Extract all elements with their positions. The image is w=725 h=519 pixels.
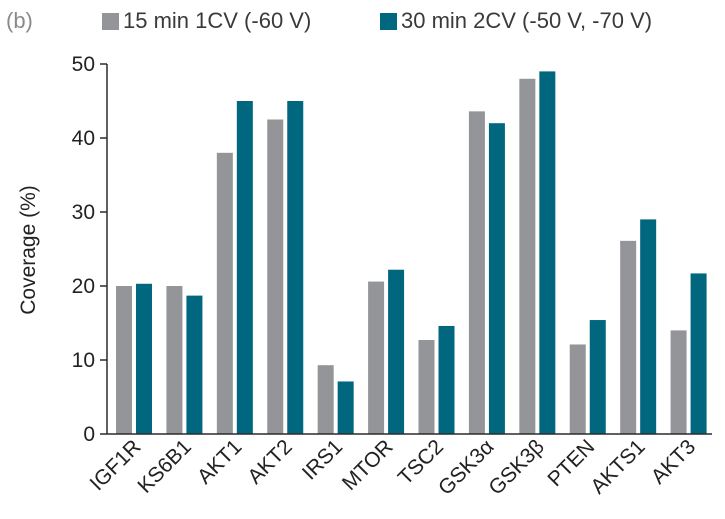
bar-1-3 <box>216 152 233 435</box>
bar-2-3 <box>236 101 253 434</box>
bar-2-11 <box>640 219 657 434</box>
legend-label-series-2: 30 min 2CV (-50 V, -70 V) <box>401 8 653 33</box>
bar-2-5 <box>337 381 354 434</box>
legend-item-series-2: 30 min 2CV (-50 V, -70 V) <box>380 8 652 34</box>
x-tick-label: AKT1 <box>193 435 246 488</box>
x-tick-label: MTOR <box>338 435 398 495</box>
bar-2-1 <box>136 283 152 434</box>
bar-2-12 <box>690 273 707 434</box>
y-tick-label: 0 <box>83 423 95 446</box>
y-tick-label: 30 <box>72 201 95 224</box>
y-axis: 0 10 20 30 40 50 <box>72 53 108 446</box>
bar-2-9 <box>539 71 556 435</box>
y-tick-label: 40 <box>72 127 95 150</box>
bar-1-2 <box>166 286 183 434</box>
x-tick-label: AKT3 <box>647 435 700 488</box>
bar-2-8 <box>488 123 505 434</box>
panel-label: (b) <box>6 8 33 33</box>
bar-1-6 <box>368 281 385 434</box>
bar-1-10 <box>569 344 586 434</box>
bar-1-7 <box>418 340 435 434</box>
bar-2-10 <box>589 320 606 434</box>
x-tick-label: AKT2 <box>243 435 296 488</box>
bar-1-12 <box>670 330 687 434</box>
x-tick-label: KS6B1 <box>133 435 196 498</box>
y-tick-label: 10 <box>72 349 95 372</box>
y-tick-label: 20 <box>72 275 95 298</box>
y-tick-label: 50 <box>72 53 95 76</box>
legend-swatch-series-1 <box>102 12 119 30</box>
legend-item-series-1: 15 min 1CV (-60 V) <box>102 8 311 34</box>
legend-swatch-series-2 <box>380 12 397 30</box>
bar-1-5 <box>317 365 334 434</box>
bars-group <box>116 71 707 435</box>
bar-1-4 <box>267 119 284 434</box>
legend-label-series-1: 15 min 1CV (-60 V) <box>123 8 312 33</box>
bar-1-11 <box>620 240 637 434</box>
bar-2-4 <box>287 101 304 434</box>
y-axis-label: Coverage (%) <box>17 185 40 315</box>
x-tick-label: GSK3β <box>484 435 548 499</box>
bar-1-1 <box>116 286 132 434</box>
x-tick-label: GSK3α <box>434 435 498 499</box>
bar-2-7 <box>438 325 455 434</box>
bar-1-8 <box>468 111 485 435</box>
bar-2-2 <box>186 295 203 434</box>
bar-2-6 <box>388 269 405 434</box>
bar-1-9 <box>519 78 536 435</box>
x-tick-label: AKTS1 <box>586 435 649 498</box>
